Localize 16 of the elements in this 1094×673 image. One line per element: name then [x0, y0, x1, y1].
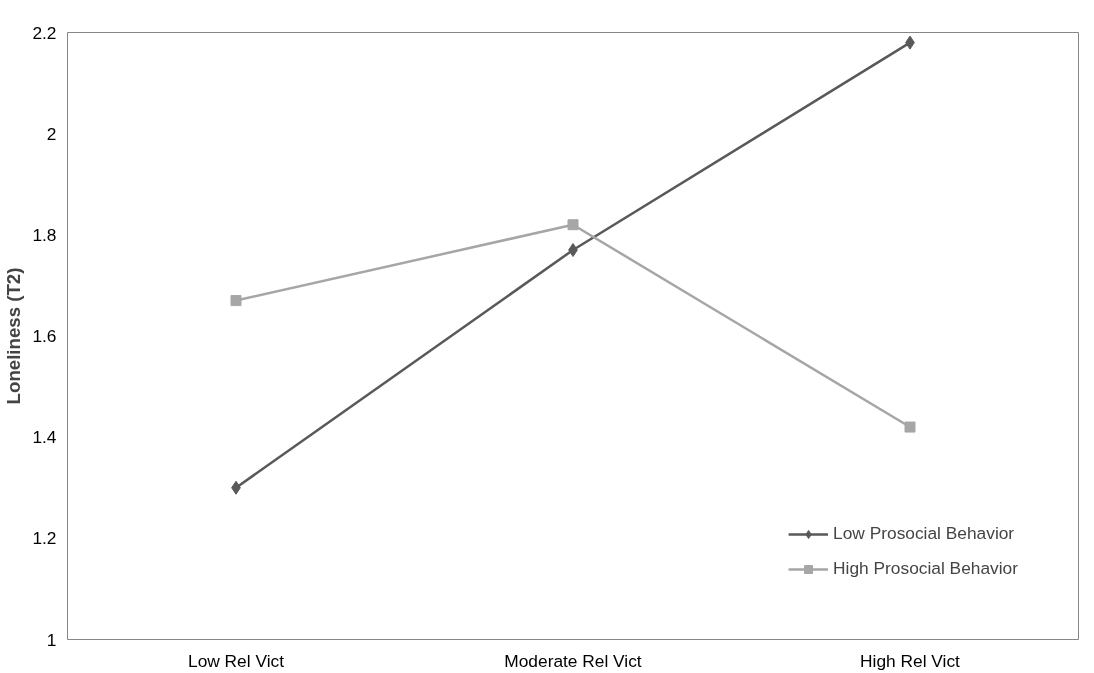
- legend-label: High Prosocial Behavior: [833, 558, 1018, 579]
- x-tick-label: High Rel Vict: [860, 650, 961, 671]
- y-tick-label: 1.4: [32, 427, 57, 448]
- point: [567, 219, 579, 231]
- x-tick-label: Low Rel Vict: [188, 650, 285, 671]
- legend-label: Low Prosocial Behavior: [833, 523, 1015, 544]
- y-tick-label: 1.6: [32, 326, 57, 346]
- y-tick-label: 1.2: [32, 528, 57, 549]
- y-tick-label: 2: [46, 123, 57, 144]
- y-axis-title: Loneliness (T2): [3, 267, 25, 405]
- x-tick-label: Moderate Rel Vict: [504, 650, 642, 671]
- y-tick-label: 1.8: [32, 224, 57, 245]
- point: [904, 421, 916, 433]
- y-tick-label: 2.2: [32, 22, 57, 43]
- point: [230, 295, 242, 307]
- y-tick-label: 1: [46, 629, 57, 650]
